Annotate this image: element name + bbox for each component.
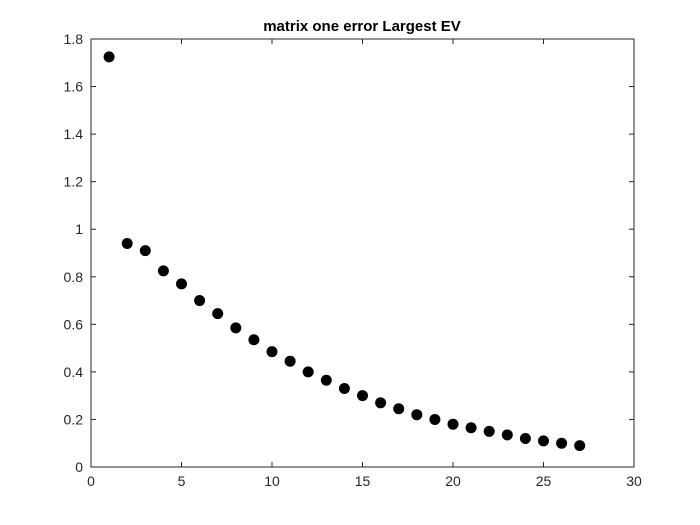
data-point: [429, 413, 441, 425]
data-point: [411, 409, 423, 421]
data-point: [157, 265, 169, 277]
x-tick-label: 30: [626, 473, 642, 489]
data-point: [121, 237, 133, 249]
data-point: [194, 295, 206, 307]
data-point: [393, 403, 405, 415]
x-tick-label: 15: [355, 473, 371, 489]
y-tick-label: 1.4: [64, 126, 84, 142]
data-point: [139, 245, 151, 257]
data-point: [357, 390, 368, 402]
data-point: [501, 429, 513, 441]
data-point: [574, 440, 586, 452]
y-tick-label: 1.6: [64, 79, 84, 95]
chart-title: matrix one error Largest EV: [263, 18, 461, 35]
axis-ticks: [90, 38, 635, 468]
data-point: [465, 422, 477, 434]
data-point: [483, 425, 495, 437]
y-tick-label: 1.8: [64, 31, 84, 47]
data-point: [556, 437, 568, 449]
y-tick-label: 0.4: [64, 364, 84, 380]
y-tick-label: 1.2: [64, 174, 84, 190]
x-tick-label: 25: [536, 473, 552, 489]
data-point: [266, 346, 278, 358]
y-tick-label: 0: [75, 459, 83, 475]
data-point: [176, 278, 187, 290]
data-point: [103, 51, 115, 63]
data-point: [284, 355, 296, 367]
data-point: [248, 334, 260, 346]
y-tick-label: 0.8: [64, 269, 84, 285]
data-point: [519, 432, 531, 444]
y-tick-label: 0.6: [64, 316, 84, 332]
x-tick-label: 0: [87, 473, 95, 489]
data-point: [538, 435, 549, 447]
data-point: [375, 397, 387, 409]
x-tick-label: 5: [178, 473, 186, 489]
data-point: [320, 374, 332, 386]
data-point: [338, 383, 350, 395]
data-points: [103, 51, 586, 452]
y-tick-label: 1: [75, 221, 83, 237]
x-tick-label: 10: [264, 473, 280, 489]
data-point: [212, 308, 224, 320]
plot-area: [91, 39, 634, 467]
x-tick-label: 20: [445, 473, 461, 489]
data-point: [302, 366, 314, 378]
y-tick-label: 0.2: [64, 411, 84, 427]
axis-tick-labels: 0 5 10 15 20 25 30 0 0.2 0.4 0.6 0.8 1 1.2 1.4 1.6 1.8: [64, 31, 642, 489]
data-point: [447, 418, 459, 430]
data-point: [230, 322, 242, 334]
